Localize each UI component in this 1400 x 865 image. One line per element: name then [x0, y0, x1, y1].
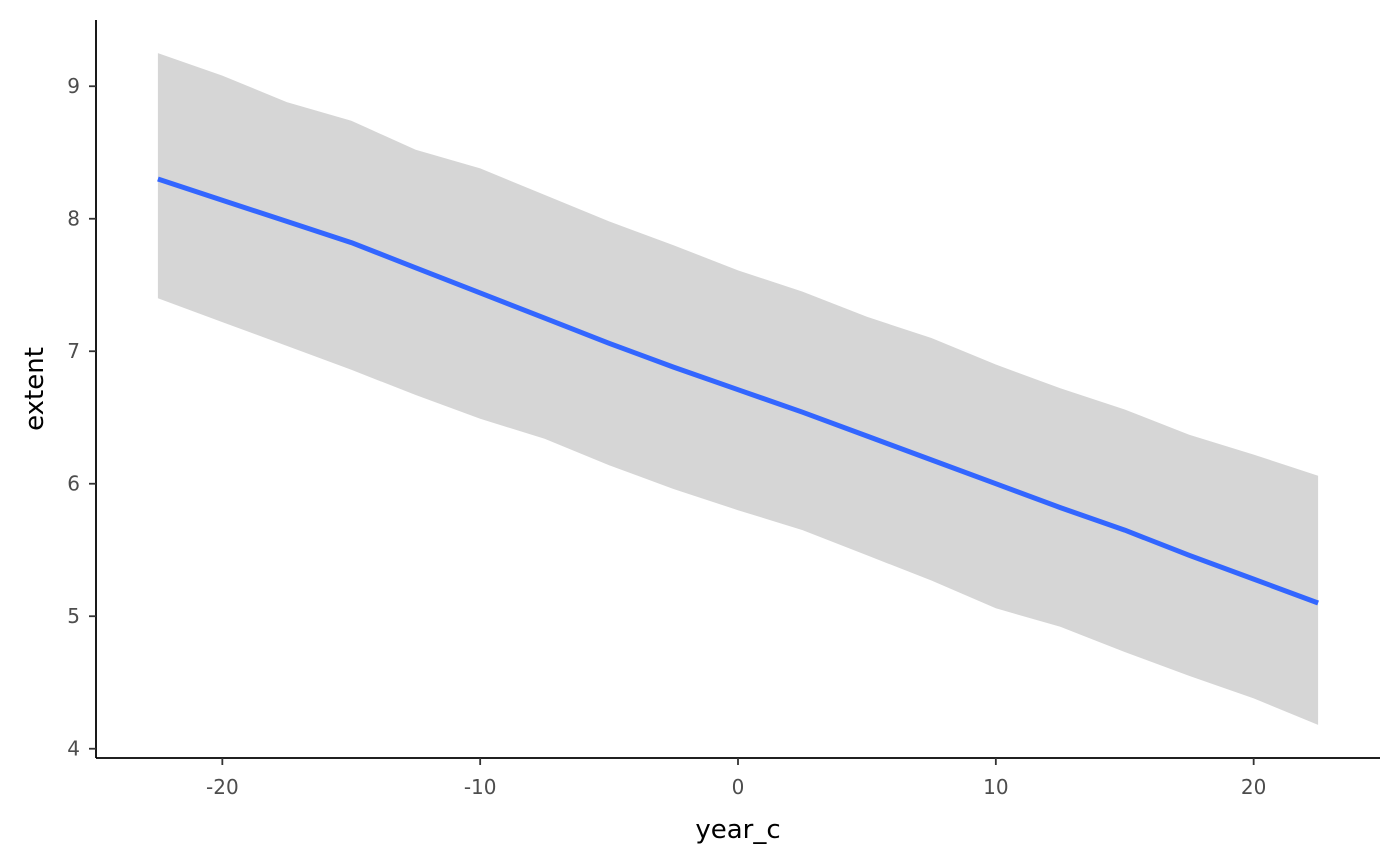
y-axis-title: extent: [20, 347, 50, 431]
y-tick-label: 7: [67, 339, 80, 363]
plot-area: [157, 53, 1319, 725]
y-tick-label: 5: [67, 604, 80, 628]
x-tick-label: 20: [1241, 775, 1266, 799]
x-axis-title: year_c: [695, 815, 780, 845]
y-tick-label: 9: [67, 74, 80, 98]
y-ticks: 4 5 6 7 8 9: [67, 74, 96, 761]
trend-line: [157, 176, 1319, 606]
x-ticks: -20 -10 0 10 20: [206, 758, 1266, 799]
y-tick-label: 6: [67, 472, 80, 496]
x-tick-label: -20: [206, 775, 239, 799]
y-tick-label: 8: [67, 207, 80, 231]
y-tick-label: 4: [67, 737, 80, 761]
x-tick-label: 0: [732, 775, 745, 799]
x-tick-label: -10: [464, 775, 497, 799]
x-tick-label: 10: [983, 775, 1008, 799]
